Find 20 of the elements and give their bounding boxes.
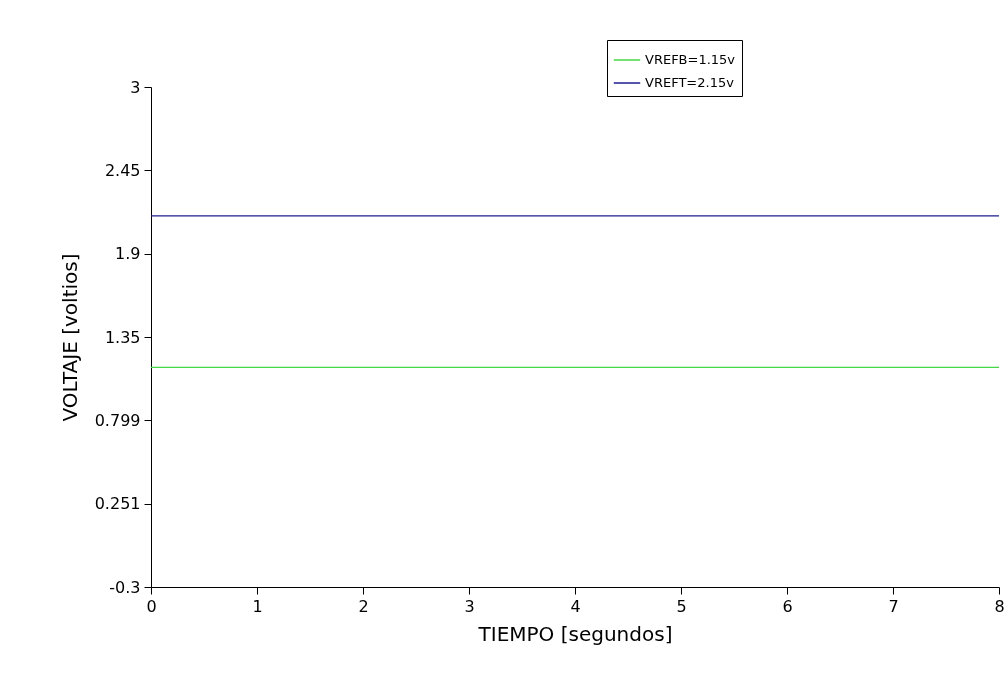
x-axis-title: TIEMPO [segundos] (477, 621, 673, 646)
x-tick-label: 3 (464, 596, 475, 616)
x-tick-label: 0 (146, 596, 157, 616)
x-tick-label: 6 (782, 596, 793, 616)
x-tick-label: 4 (570, 596, 581, 616)
y-tick-label: 0.251 (94, 494, 141, 514)
y-tick-label: 3 (130, 77, 141, 97)
y-tick-label: 0.799 (94, 410, 141, 430)
y-tick-label: 1.35 (104, 327, 141, 347)
legend-label: VREFT=2.15v (645, 75, 735, 90)
y-tick-label: -0.3 (109, 577, 141, 597)
x-tick-label: 2 (358, 596, 369, 616)
legend-label: VREFB=1.15v (645, 52, 736, 67)
x-tick-label: 1 (252, 596, 263, 616)
x-tick-label: 7 (888, 596, 899, 616)
x-tick-label: 8 (994, 596, 1005, 616)
x-tick-label: 5 (676, 596, 687, 616)
y-axis-title: VOLTAJE [voltios] (57, 253, 82, 422)
y-tick-label: 1.9 (115, 244, 141, 264)
y-tick-label: 2.45 (104, 160, 141, 180)
